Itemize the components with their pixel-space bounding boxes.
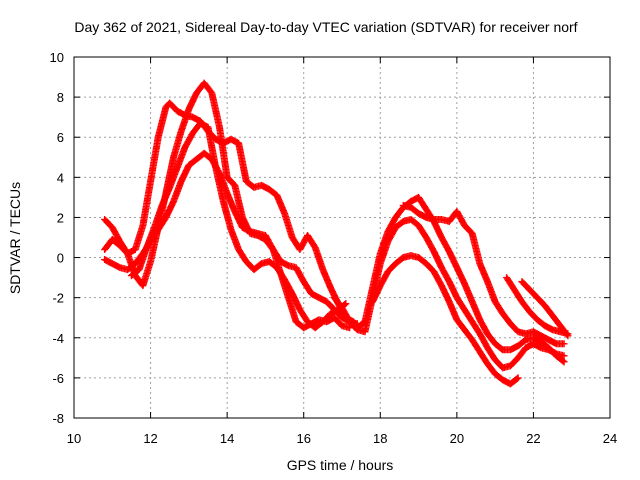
data-point-marker — [560, 358, 568, 366]
x-tick-label: 10 — [67, 431, 81, 446]
y-tick-label: 8 — [57, 90, 64, 105]
y-tick-label: -8 — [52, 411, 64, 426]
y-tick-label: 2 — [57, 210, 64, 225]
y-tick-label: 10 — [50, 50, 64, 65]
x-tick-label: 16 — [296, 431, 310, 446]
series-track-8 — [399, 201, 568, 348]
series-track-5 — [330, 215, 568, 372]
data-point-marker — [560, 352, 568, 360]
y-tick-label: 0 — [57, 251, 64, 266]
y-tick-label: -4 — [52, 331, 64, 346]
x-axis-label: GPS time / hours — [287, 457, 394, 473]
y-axis-label: SDTVAR / TECUs — [7, 182, 23, 294]
x-tick-label: 12 — [143, 431, 157, 446]
data-point-marker — [560, 340, 568, 348]
x-tick-label: 24 — [603, 431, 617, 446]
series-track-7 — [369, 252, 522, 388]
x-tick-label: 14 — [220, 431, 234, 446]
data-marks — [101, 79, 572, 388]
data-point-marker — [564, 332, 572, 340]
chart-title: Day 362 of 2021, Sidereal Day-to-day VTE… — [74, 19, 577, 35]
data-point-marker — [513, 375, 521, 383]
plot-frame — [73, 56, 611, 419]
series-track-10 — [518, 278, 572, 340]
y-tick-label: -2 — [52, 291, 64, 306]
data-point-marker — [563, 331, 571, 339]
x-tick-label: 20 — [450, 431, 464, 446]
x-tick-label: 18 — [373, 431, 387, 446]
series-track-1 — [101, 99, 357, 326]
y-tick-label: -6 — [52, 371, 64, 386]
data-point-marker — [559, 357, 567, 365]
y-tick-label: 4 — [57, 170, 64, 185]
x-tick-label: 22 — [526, 431, 540, 446]
data-point-marker — [514, 374, 522, 382]
data-point-marker — [342, 300, 350, 308]
y-tick-label: 6 — [57, 130, 64, 145]
